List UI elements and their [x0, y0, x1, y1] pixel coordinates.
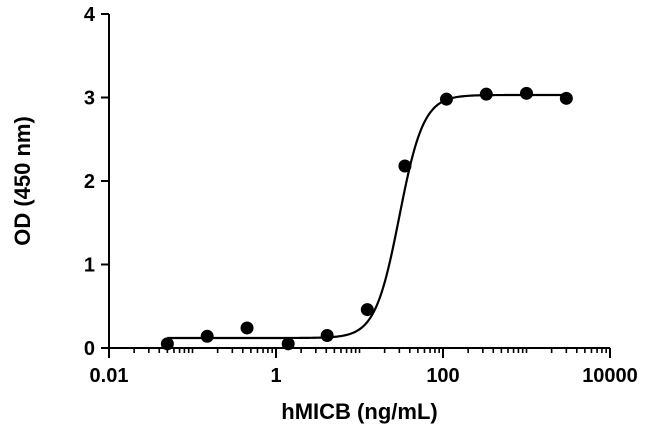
data-point [160, 337, 174, 351]
axes [108, 14, 610, 349]
x-tick-label: 0.01 [90, 365, 129, 387]
y-axis-ticks: 0 1 2 3 4 [84, 4, 109, 360]
x-tick-label: 1 [270, 365, 281, 387]
x-axis-ticks: 0.01 1 100 10000 [90, 348, 638, 387]
data-point [559, 91, 573, 105]
data-point [439, 92, 453, 106]
y-tick-label: 0 [84, 338, 95, 360]
y-tick-label: 3 [84, 88, 95, 110]
x-tick-label: 10000 [582, 365, 638, 387]
x-axis-title: hMICB (ng/mL) [281, 399, 437, 424]
data-point [240, 321, 254, 335]
data-point [398, 159, 412, 173]
x-tick-label: 100 [426, 365, 459, 387]
data-point [479, 87, 493, 101]
data-points [160, 86, 573, 351]
data-point [200, 329, 214, 343]
y-axis-title: OD (450 nm) [10, 116, 35, 246]
y-tick-label: 4 [84, 4, 96, 26]
y-tick-label: 2 [84, 171, 95, 193]
data-point [360, 303, 374, 317]
data-point [520, 86, 533, 100]
data-point [320, 328, 334, 342]
data-point [281, 337, 295, 351]
fit-curve [167, 93, 567, 340]
y-tick-label: 1 [84, 255, 95, 277]
